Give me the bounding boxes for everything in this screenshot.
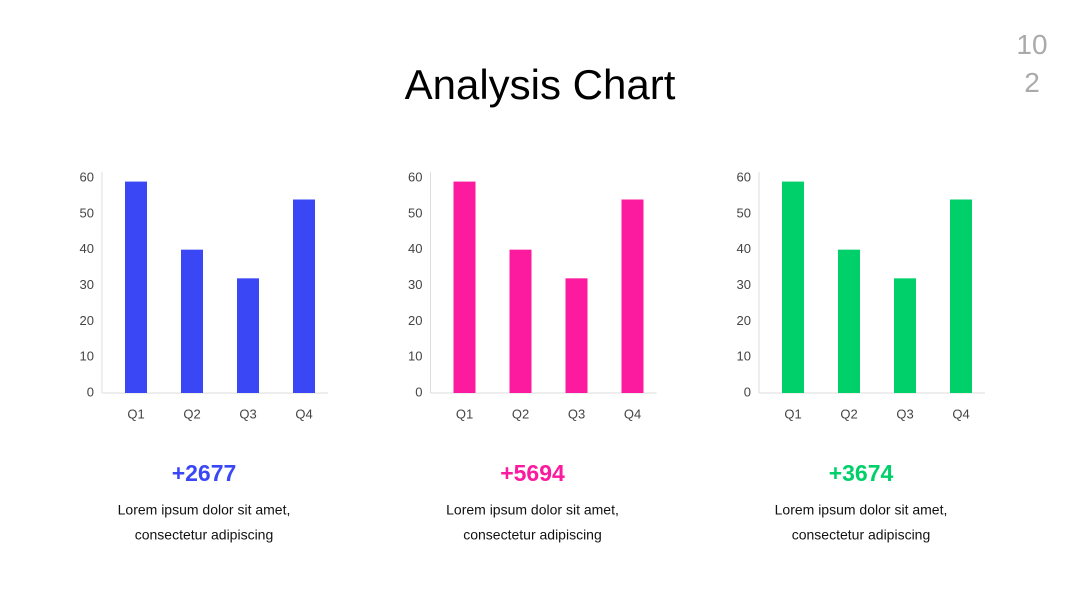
bar — [621, 199, 644, 393]
description: consectetur adipiscing — [135, 527, 274, 543]
x-tick-label: Q4 — [952, 406, 969, 421]
description: Lorem ipsum dolor sit amet, — [775, 502, 948, 518]
bar — [782, 181, 804, 393]
x-tick-label: Q3 — [568, 406, 585, 421]
y-tick-label: 20 — [80, 313, 94, 328]
description: Lorem ipsum dolor sit amet, — [118, 502, 291, 518]
stat: +5694 — [500, 460, 565, 486]
bar — [453, 181, 476, 393]
y-tick-label: 20 — [737, 313, 751, 328]
x-tick-label: Q2 — [840, 406, 857, 421]
description: consectetur adipiscing — [792, 527, 931, 543]
x-tick-label: Q4 — [624, 406, 641, 421]
bar — [293, 199, 315, 393]
y-tick-label: 60 — [737, 169, 751, 184]
x-tick-label: Q2 — [512, 406, 529, 421]
bar — [838, 249, 860, 393]
bar — [565, 278, 588, 393]
description: Lorem ipsum dolor sit amet, — [446, 502, 619, 518]
x-tick-label: Q3 — [896, 406, 913, 421]
x-tick-label: Q1 — [456, 406, 473, 421]
description: consectetur adipiscing — [463, 527, 602, 543]
stat: +3674 — [829, 460, 894, 486]
y-tick-label: 10 — [408, 349, 422, 364]
y-tick-label: 0 — [744, 384, 751, 399]
stat: +2677 — [172, 460, 237, 486]
x-tick-label: Q1 — [784, 406, 801, 421]
y-tick-label: 50 — [80, 205, 94, 220]
bar — [181, 249, 203, 393]
x-tick-label: Q2 — [183, 406, 200, 421]
bar — [237, 278, 259, 393]
bar — [950, 199, 972, 393]
bar — [894, 278, 916, 393]
y-tick-label: 60 — [80, 169, 94, 184]
y-tick-label: 60 — [408, 169, 422, 184]
y-tick-label: 40 — [737, 241, 751, 256]
y-tick-label: 40 — [80, 241, 94, 256]
y-tick-label: 50 — [408, 205, 422, 220]
y-tick-label: 10 — [80, 349, 94, 364]
bar — [509, 249, 532, 393]
x-tick-label: Q4 — [295, 406, 312, 421]
y-tick-label: 50 — [737, 205, 751, 220]
y-tick-label: 40 — [408, 241, 422, 256]
y-tick-label: 0 — [87, 384, 94, 399]
y-tick-label: 20 — [408, 313, 422, 328]
x-tick-label: Q1 — [127, 406, 144, 421]
y-tick-label: 30 — [80, 277, 94, 292]
x-tick-label: Q3 — [239, 406, 256, 421]
y-tick-label: 30 — [737, 277, 751, 292]
y-tick-label: 30 — [408, 277, 422, 292]
y-tick-label: 0 — [415, 384, 422, 399]
y-tick-label: 10 — [737, 349, 751, 364]
slide-title: Analysis Chart — [405, 61, 676, 108]
page-number: 102 — [1016, 29, 1048, 98]
bar — [125, 181, 147, 393]
